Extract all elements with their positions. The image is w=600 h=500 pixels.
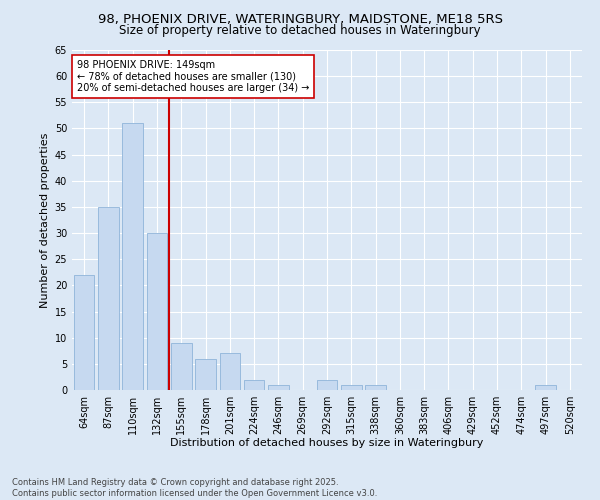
Bar (317, 380, 337, 390)
Bar (244, 380, 265, 390)
Bar (341, 385, 362, 390)
Text: Contains HM Land Registry data © Crown copyright and database right 2025.
Contai: Contains HM Land Registry data © Crown c… (12, 478, 377, 498)
Bar (365, 385, 386, 390)
Bar (171, 343, 191, 390)
Bar (268, 385, 289, 390)
X-axis label: Distribution of detached houses by size in Wateringbury: Distribution of detached houses by size … (170, 438, 484, 448)
Text: 98, PHOENIX DRIVE, WATERINGBURY, MAIDSTONE, ME18 5RS: 98, PHOENIX DRIVE, WATERINGBURY, MAIDSTO… (97, 12, 503, 26)
Bar (122, 123, 143, 390)
Bar (74, 275, 94, 390)
Text: 98 PHOENIX DRIVE: 149sqm
← 78% of detached houses are smaller (130)
20% of semi-: 98 PHOENIX DRIVE: 149sqm ← 78% of detach… (77, 60, 310, 94)
Text: Size of property relative to detached houses in Wateringbury: Size of property relative to detached ho… (119, 24, 481, 37)
Bar (535, 385, 556, 390)
Bar (195, 358, 216, 390)
Bar (220, 354, 240, 390)
Bar (98, 207, 119, 390)
Y-axis label: Number of detached properties: Number of detached properties (40, 132, 50, 308)
Bar (146, 233, 167, 390)
